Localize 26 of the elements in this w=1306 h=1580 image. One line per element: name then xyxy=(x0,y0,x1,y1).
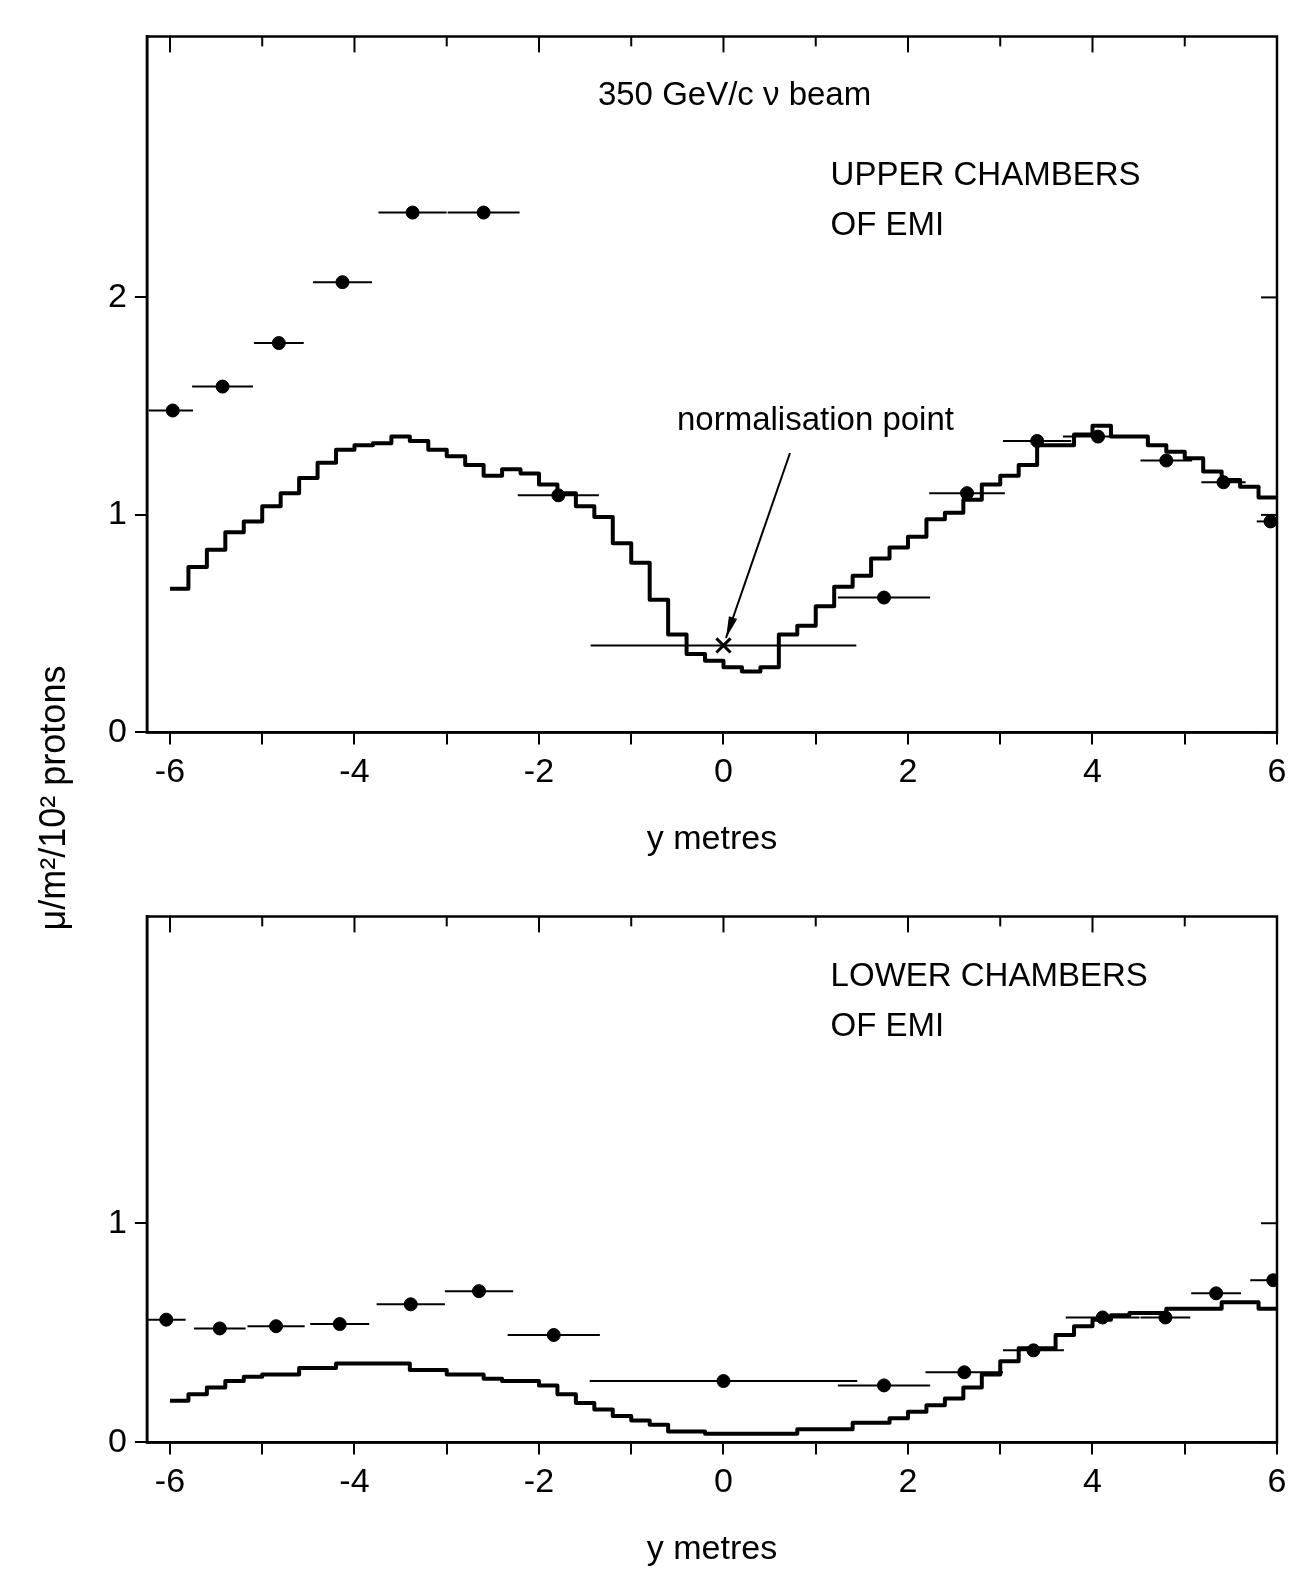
x-tick-label: 4 xyxy=(1083,1461,1102,1500)
y-axis-title: μ/m²/10² protons xyxy=(32,665,74,931)
annotation: UPPER CHAMBERS OF EMI xyxy=(830,154,1141,242)
x-tick-label: -2 xyxy=(523,1461,555,1500)
x-tick-label: 4 xyxy=(1083,751,1102,790)
annotation: 350 GeV/c ν beam xyxy=(597,74,872,112)
x-tick-label: 6 xyxy=(1267,1461,1287,1500)
x-tick-label: 6 xyxy=(1267,751,1287,790)
y-tick-label: 0 xyxy=(107,1420,127,1459)
y-tick-label: 2 xyxy=(107,275,127,314)
y-tick-label: 1 xyxy=(107,493,127,532)
x-tick-label: 0 xyxy=(714,751,733,790)
x-axis-title: y metres xyxy=(646,1527,778,1566)
annotation: LOWER CHAMBERS OF EMI xyxy=(830,955,1148,1043)
x-tick-label: -2 xyxy=(523,751,555,790)
y-tick-label: 1 xyxy=(107,1201,127,1240)
x-axis-title: y metres xyxy=(646,817,778,856)
x-tick-label: 0 xyxy=(714,1461,733,1500)
x-tick-label: -4 xyxy=(339,751,370,790)
x-tick-label: 2 xyxy=(898,751,918,790)
y-tick-label: 0 xyxy=(107,710,127,749)
annotation: normalisation point xyxy=(676,400,954,438)
x-tick-label: -4 xyxy=(339,1461,370,1500)
x-tick-label: -6 xyxy=(154,751,186,790)
x-tick-label: -6 xyxy=(154,1461,186,1500)
x-tick-label: 2 xyxy=(898,1461,918,1500)
